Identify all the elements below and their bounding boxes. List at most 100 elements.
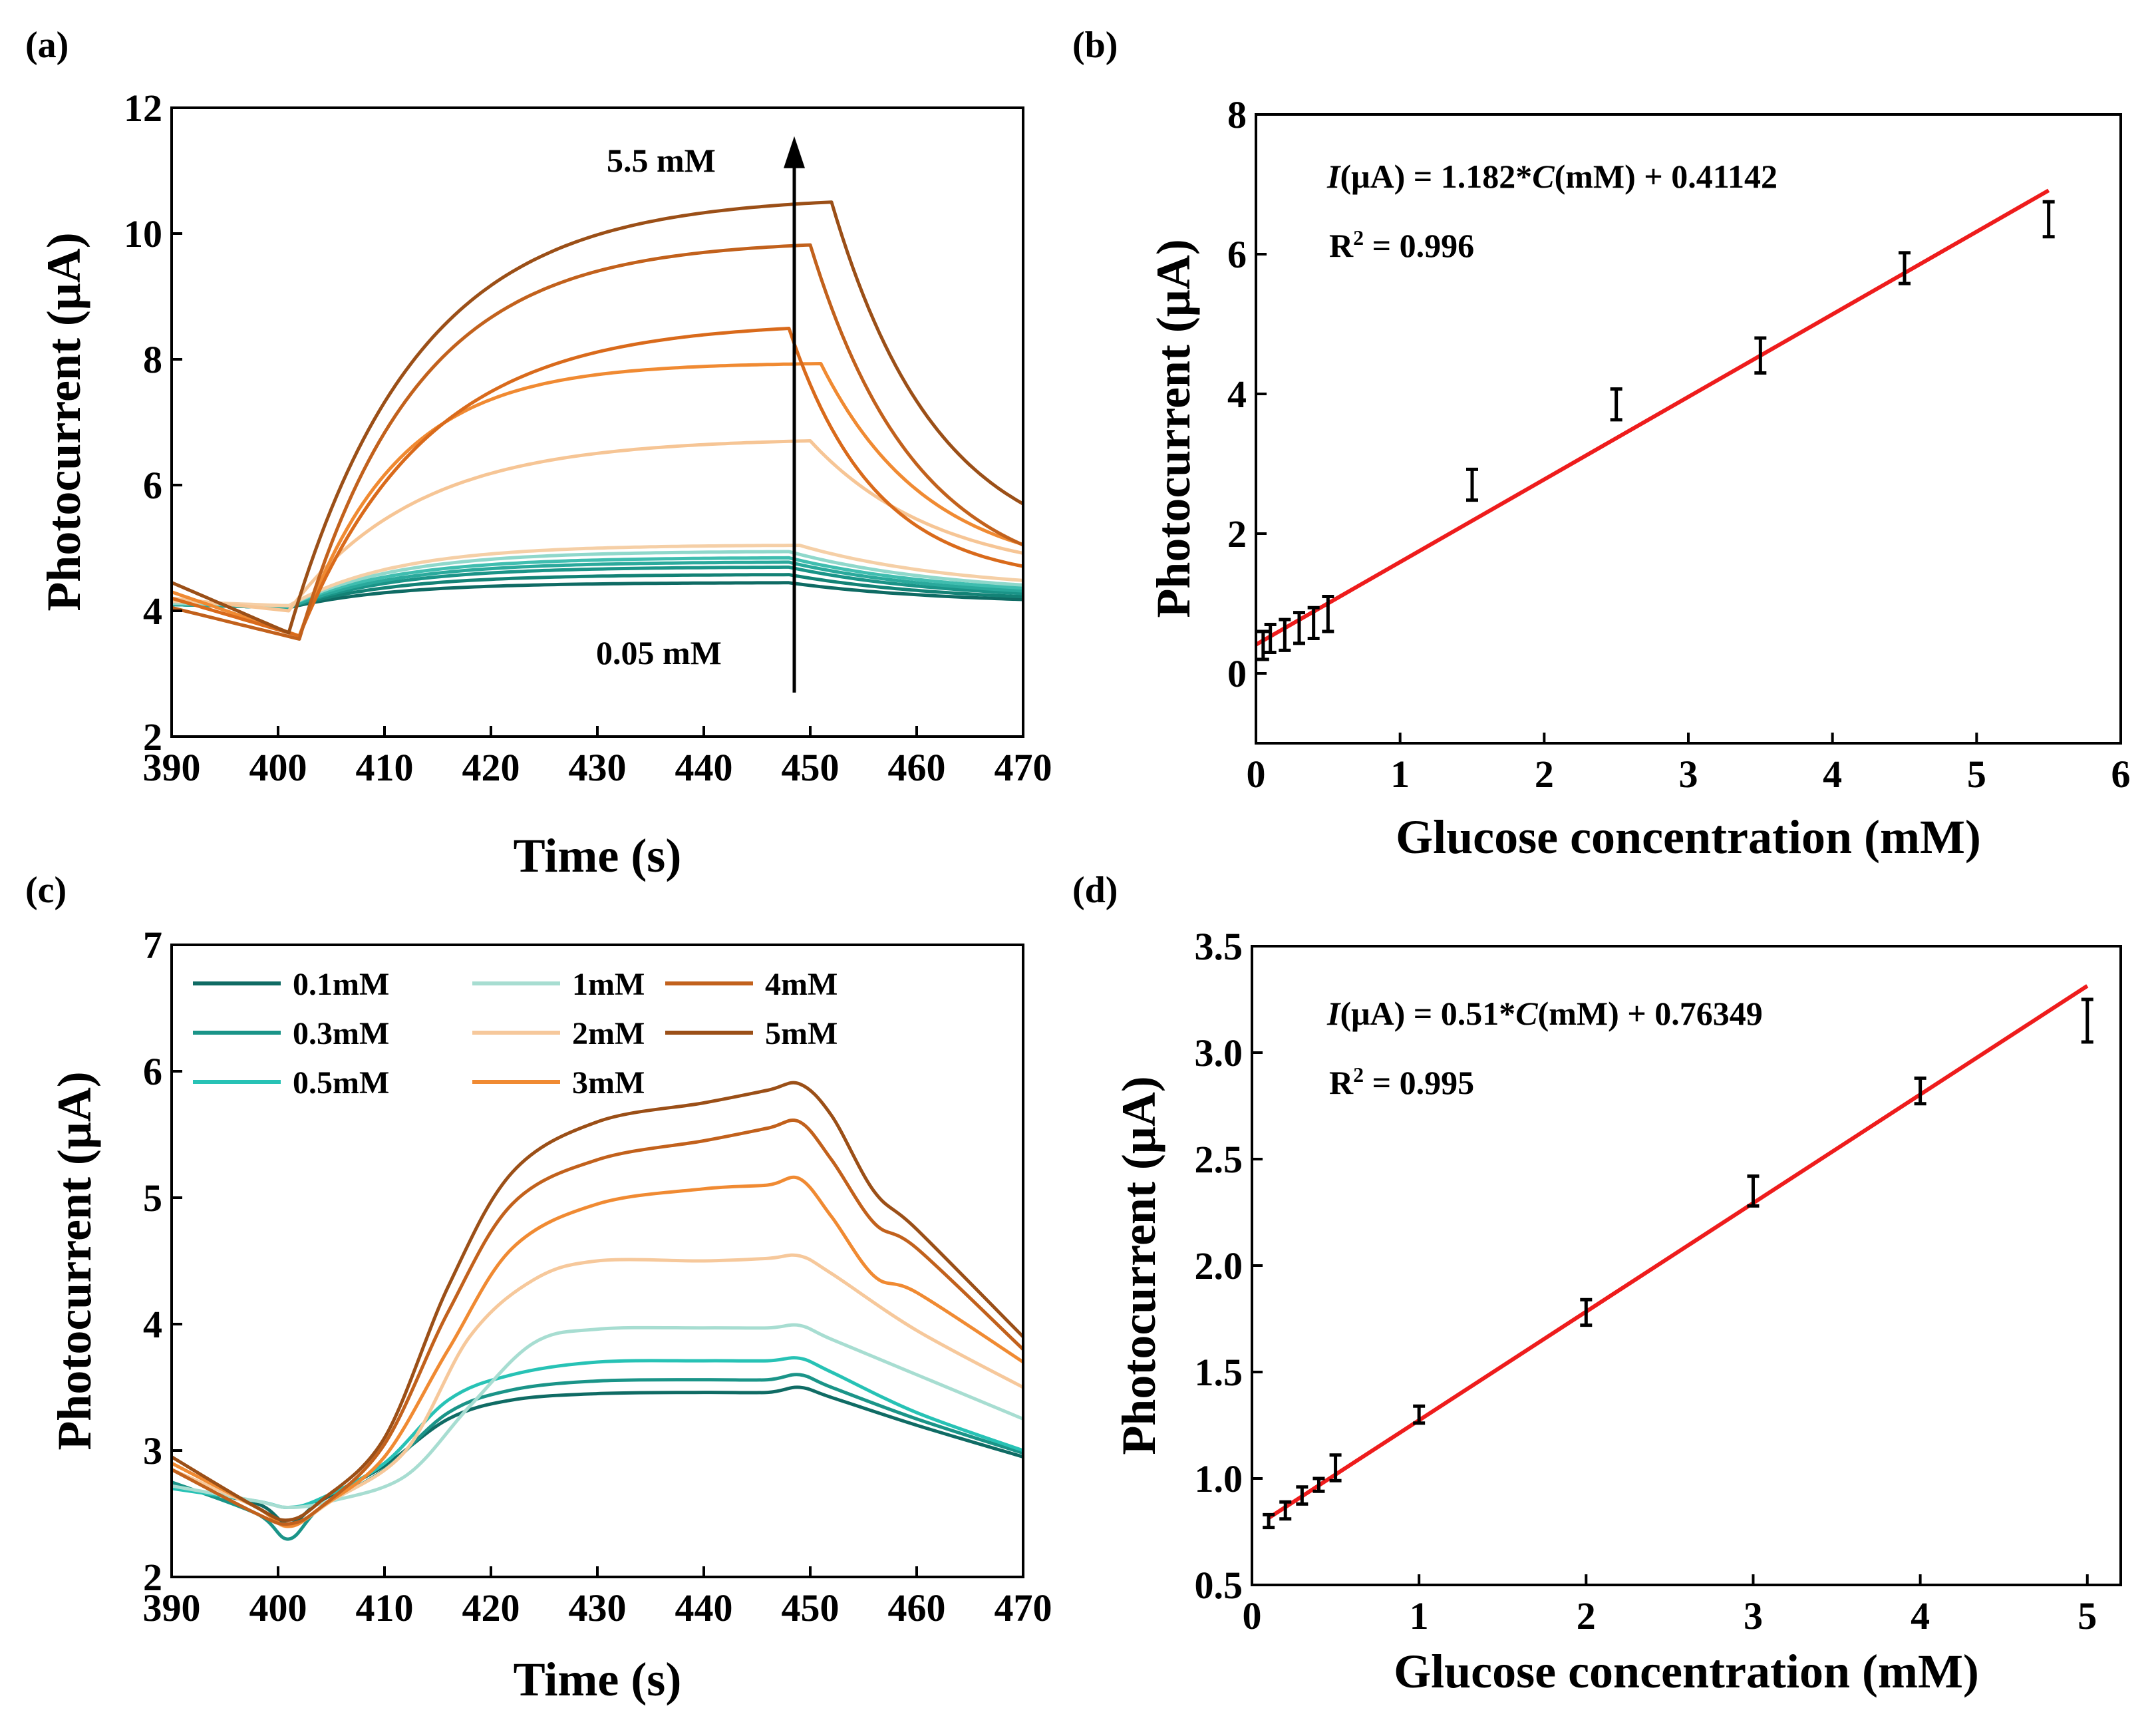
chart-d-frame	[1251, 945, 2122, 1586]
chart-b-eq-suffix: (mM) + 0.41142	[1555, 158, 1777, 195]
chart-c-ytick-label: 3	[143, 1429, 162, 1472]
chart-d-ytick-label: 2.5	[1195, 1138, 1243, 1181]
chart-d-equation: I(μA) = 0.51*C(mM) + 0.76349	[1326, 995, 1763, 1032]
chart-a-series-line	[171, 327, 1024, 638]
chart-d-xtick-label: 5	[2078, 1594, 2097, 1638]
chart-d-point	[1263, 1512, 1275, 1530]
chart-a-xtick-label: 440	[675, 746, 733, 789]
chart-a-xtick-label: 400	[249, 746, 307, 789]
chart-c-legend-label: 4mM	[765, 967, 838, 1002]
chart-c-legend-label: 5mM	[765, 1016, 838, 1051]
chart-c: 0.1mM 0.3mM 0.5mM 1mM 2mM 3mM 4mM 5mM 390 400 410…	[48, 924, 1052, 1706]
chart-c-ytick-label: 7	[143, 924, 162, 967]
chart-c-ytick-label: 2	[143, 1556, 162, 1599]
chart-d-eq-mid: (μA) = 0.51*	[1340, 995, 1515, 1032]
chart-b-xtick-label: 6	[2111, 753, 2131, 796]
chart-d-ytick-label: 3.5	[1195, 925, 1243, 968]
chart-b-ylabel: Photocurrent (μA)	[1147, 239, 1200, 617]
chart-d-r2-value: = 0.995	[1364, 1064, 1474, 1101]
chart-d-ytick-label: 1.5	[1195, 1351, 1243, 1394]
chart-c-legend-label: 2mM	[572, 1016, 645, 1051]
chart-d: 0 1 2 3 4 5 0.5 1.0 1.5 2.0 2.5 3.0 3.5 I(μA) = 0.51…	[1112, 925, 2122, 1698]
chart-b-xtick-label: 4	[1823, 753, 1842, 796]
chart-c-series-line	[170, 1119, 1024, 1526]
chart-c-legend-label: 3mM	[572, 1065, 645, 1101]
chart-d-xlabel: Glucose concentration (mM)	[1394, 1645, 1979, 1698]
chart-d-point	[1312, 1476, 1325, 1493]
chart-d-xtick-label: 0	[1243, 1594, 1262, 1638]
chart-c-series-line	[171, 1323, 1024, 1509]
chart-d-point	[1296, 1485, 1309, 1506]
chart-d-r2: R2 = 0.995	[1329, 1063, 1474, 1101]
chart-b-point	[1279, 617, 1291, 652]
chart-b-point	[1899, 251, 1911, 285]
chart-c-legend: 0.1mM 0.3mM 0.5mM 1mM 2mM 3mM 4mM 5mM	[193, 967, 838, 1101]
chart-d-point	[1413, 1404, 1426, 1425]
chart-a-ytick-label: 2	[143, 715, 162, 759]
chart-b-ytick-label: 6	[1227, 233, 1247, 276]
chart-b-point	[2042, 200, 2055, 239]
chart-a-ytick-label: 8	[143, 338, 162, 381]
chart-b-ytick-label: 0	[1227, 652, 1247, 695]
chart-c-legend-label: 1mM	[572, 967, 645, 1002]
chart-c-xtick-label: 390	[143, 1586, 201, 1630]
chart-b-point	[1293, 611, 1305, 645]
chart-a-xtick-label: 450	[782, 746, 840, 789]
chart-b-xlabel: Glucose concentration (mM)	[1396, 810, 1981, 864]
chart-b-xtick-label: 0	[1247, 753, 1266, 796]
chart-c-series	[170, 1081, 1024, 1541]
chart-a-xtick-label: 390	[143, 746, 201, 789]
chart-b-point	[1264, 623, 1277, 654]
chart-b-eq-c: C	[1532, 158, 1555, 195]
chart-d-point	[1279, 1500, 1292, 1521]
chart-c-ylabel: Photocurrent (μA)	[48, 1071, 101, 1450]
chart-b-point	[1307, 605, 1320, 640]
chart-c-xtick-label: 410	[356, 1586, 414, 1630]
chart-c-ytick-label: 4	[143, 1303, 162, 1346]
chart-d-ytick-label: 3.0	[1195, 1031, 1243, 1075]
chart-c-legend-label: 0.3mM	[293, 1016, 389, 1051]
chart-b-ytick-label: 8	[1227, 93, 1247, 136]
chart-c-series-line	[171, 1385, 1024, 1526]
panel-label-d: (d)	[1072, 870, 1118, 911]
chart-b-eq-i: I	[1326, 158, 1341, 195]
chart-a-ytick-label: 12	[124, 86, 162, 130]
chart-d-eq-i: I	[1326, 995, 1341, 1032]
chart-a-ytick-label: 4	[143, 590, 162, 633]
chart-c-legend-label: 0.5mM	[293, 1065, 389, 1101]
chart-d-point	[1580, 1297, 1593, 1327]
chart-d-point	[1914, 1076, 1926, 1106]
chart-d-point	[2081, 997, 2093, 1044]
chart-d-ytick-label: 0.5	[1195, 1564, 1243, 1607]
panel-label-a: (a)	[25, 25, 69, 66]
chart-a-series-line	[171, 200, 1024, 635]
chart-c-series-line	[170, 1175, 1024, 1528]
chart-b-ytick-label: 4	[1227, 373, 1247, 416]
chart-d-xtick-label: 2	[1577, 1594, 1596, 1638]
chart-c-series-line	[170, 1253, 1024, 1528]
chart-a-ytick-label: 10	[124, 212, 162, 256]
chart-d-xtick-label: 4	[1911, 1594, 1930, 1638]
chart-c-xtick-label: 470	[995, 1586, 1052, 1630]
chart-b-points	[1257, 200, 2055, 661]
chart-b-point	[1322, 595, 1334, 633]
chart-b-eq-mid: (μA) = 1.182*	[1340, 158, 1532, 195]
panel-label-b: (b)	[1072, 25, 1118, 66]
chart-a-ylabel: Photocurrent (μA)	[37, 232, 90, 611]
chart-c-ytick-label: 5	[143, 1176, 162, 1220]
chart-d-xtick-label: 3	[1744, 1594, 1763, 1638]
chart-c-xtick-label: 460	[888, 1586, 946, 1630]
chart-d-eq-c: C	[1515, 995, 1538, 1032]
chart-a-arrowhead	[784, 136, 805, 168]
chart-c-xtick-label: 430	[569, 1586, 627, 1630]
chart-a-annotation-high: 5.5 mM	[607, 142, 716, 179]
chart-a-xtick-label: 430	[569, 746, 627, 789]
chart-c-legend-label: 0.1mM	[293, 967, 389, 1002]
chart-c-xtick-label: 420	[462, 1586, 520, 1630]
chart-d-ytick-label: 1.0	[1195, 1457, 1243, 1500]
chart-c-series-line	[170, 1081, 1024, 1522]
chart-a-xtick-label: 420	[462, 746, 520, 789]
chart-a-series-line	[171, 243, 1024, 641]
chart-a-series	[171, 200, 1024, 641]
chart-b-point	[1257, 629, 1269, 661]
